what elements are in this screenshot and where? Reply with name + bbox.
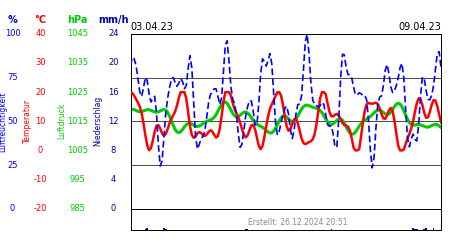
- Text: Luftfeuchtigkeit: Luftfeuchtigkeit: [0, 91, 7, 152]
- Text: 09.04.23: 09.04.23: [398, 22, 441, 32]
- Text: 1045: 1045: [67, 29, 88, 38]
- Text: 0: 0: [38, 146, 43, 155]
- Text: 20: 20: [108, 58, 119, 68]
- Bar: [416, 228, 418, 230]
- Text: %: %: [8, 15, 18, 25]
- Text: mm/h: mm/h: [98, 15, 129, 25]
- Bar: [146, 228, 148, 230]
- Text: 0: 0: [111, 204, 116, 213]
- Text: 40: 40: [35, 29, 46, 38]
- Bar: [165, 229, 166, 230]
- Text: 50: 50: [7, 117, 18, 126]
- Text: 0: 0: [10, 204, 15, 213]
- Bar: [163, 228, 165, 230]
- Text: -20: -20: [34, 204, 47, 213]
- Text: 1025: 1025: [67, 88, 88, 96]
- Bar: [433, 228, 434, 230]
- Text: 995: 995: [69, 175, 85, 184]
- Text: 10: 10: [35, 117, 46, 126]
- Text: 03.04.23: 03.04.23: [130, 22, 173, 32]
- Bar: [414, 229, 416, 230]
- Text: 24: 24: [108, 29, 119, 38]
- Bar: [425, 228, 427, 230]
- Text: hPa: hPa: [67, 15, 88, 25]
- Text: Temperatur: Temperatur: [23, 99, 32, 143]
- Bar: [330, 229, 332, 230]
- Text: 985: 985: [69, 204, 86, 213]
- Text: Luftdruck: Luftdruck: [58, 103, 67, 140]
- Text: 20: 20: [35, 88, 46, 96]
- Text: -10: -10: [34, 175, 47, 184]
- Bar: [144, 229, 146, 230]
- Text: Erstellt: 26.12.2024 20:51: Erstellt: 26.12.2024 20:51: [248, 218, 348, 227]
- Text: °C: °C: [35, 15, 46, 25]
- Text: 25: 25: [7, 160, 18, 170]
- Text: 1005: 1005: [67, 146, 88, 155]
- Text: 12: 12: [108, 117, 119, 126]
- Text: 75: 75: [7, 73, 18, 82]
- Text: 4: 4: [111, 175, 116, 184]
- Bar: [423, 229, 425, 230]
- Text: 1015: 1015: [67, 117, 88, 126]
- Text: 100: 100: [4, 29, 21, 38]
- Text: Niederschlag: Niederschlag: [94, 96, 103, 146]
- Text: 16: 16: [108, 88, 119, 96]
- Bar: [412, 228, 414, 230]
- Bar: [247, 229, 248, 230]
- Text: 1035: 1035: [67, 58, 88, 68]
- Bar: [245, 229, 247, 230]
- Text: 30: 30: [35, 58, 46, 68]
- Text: 8: 8: [111, 146, 116, 155]
